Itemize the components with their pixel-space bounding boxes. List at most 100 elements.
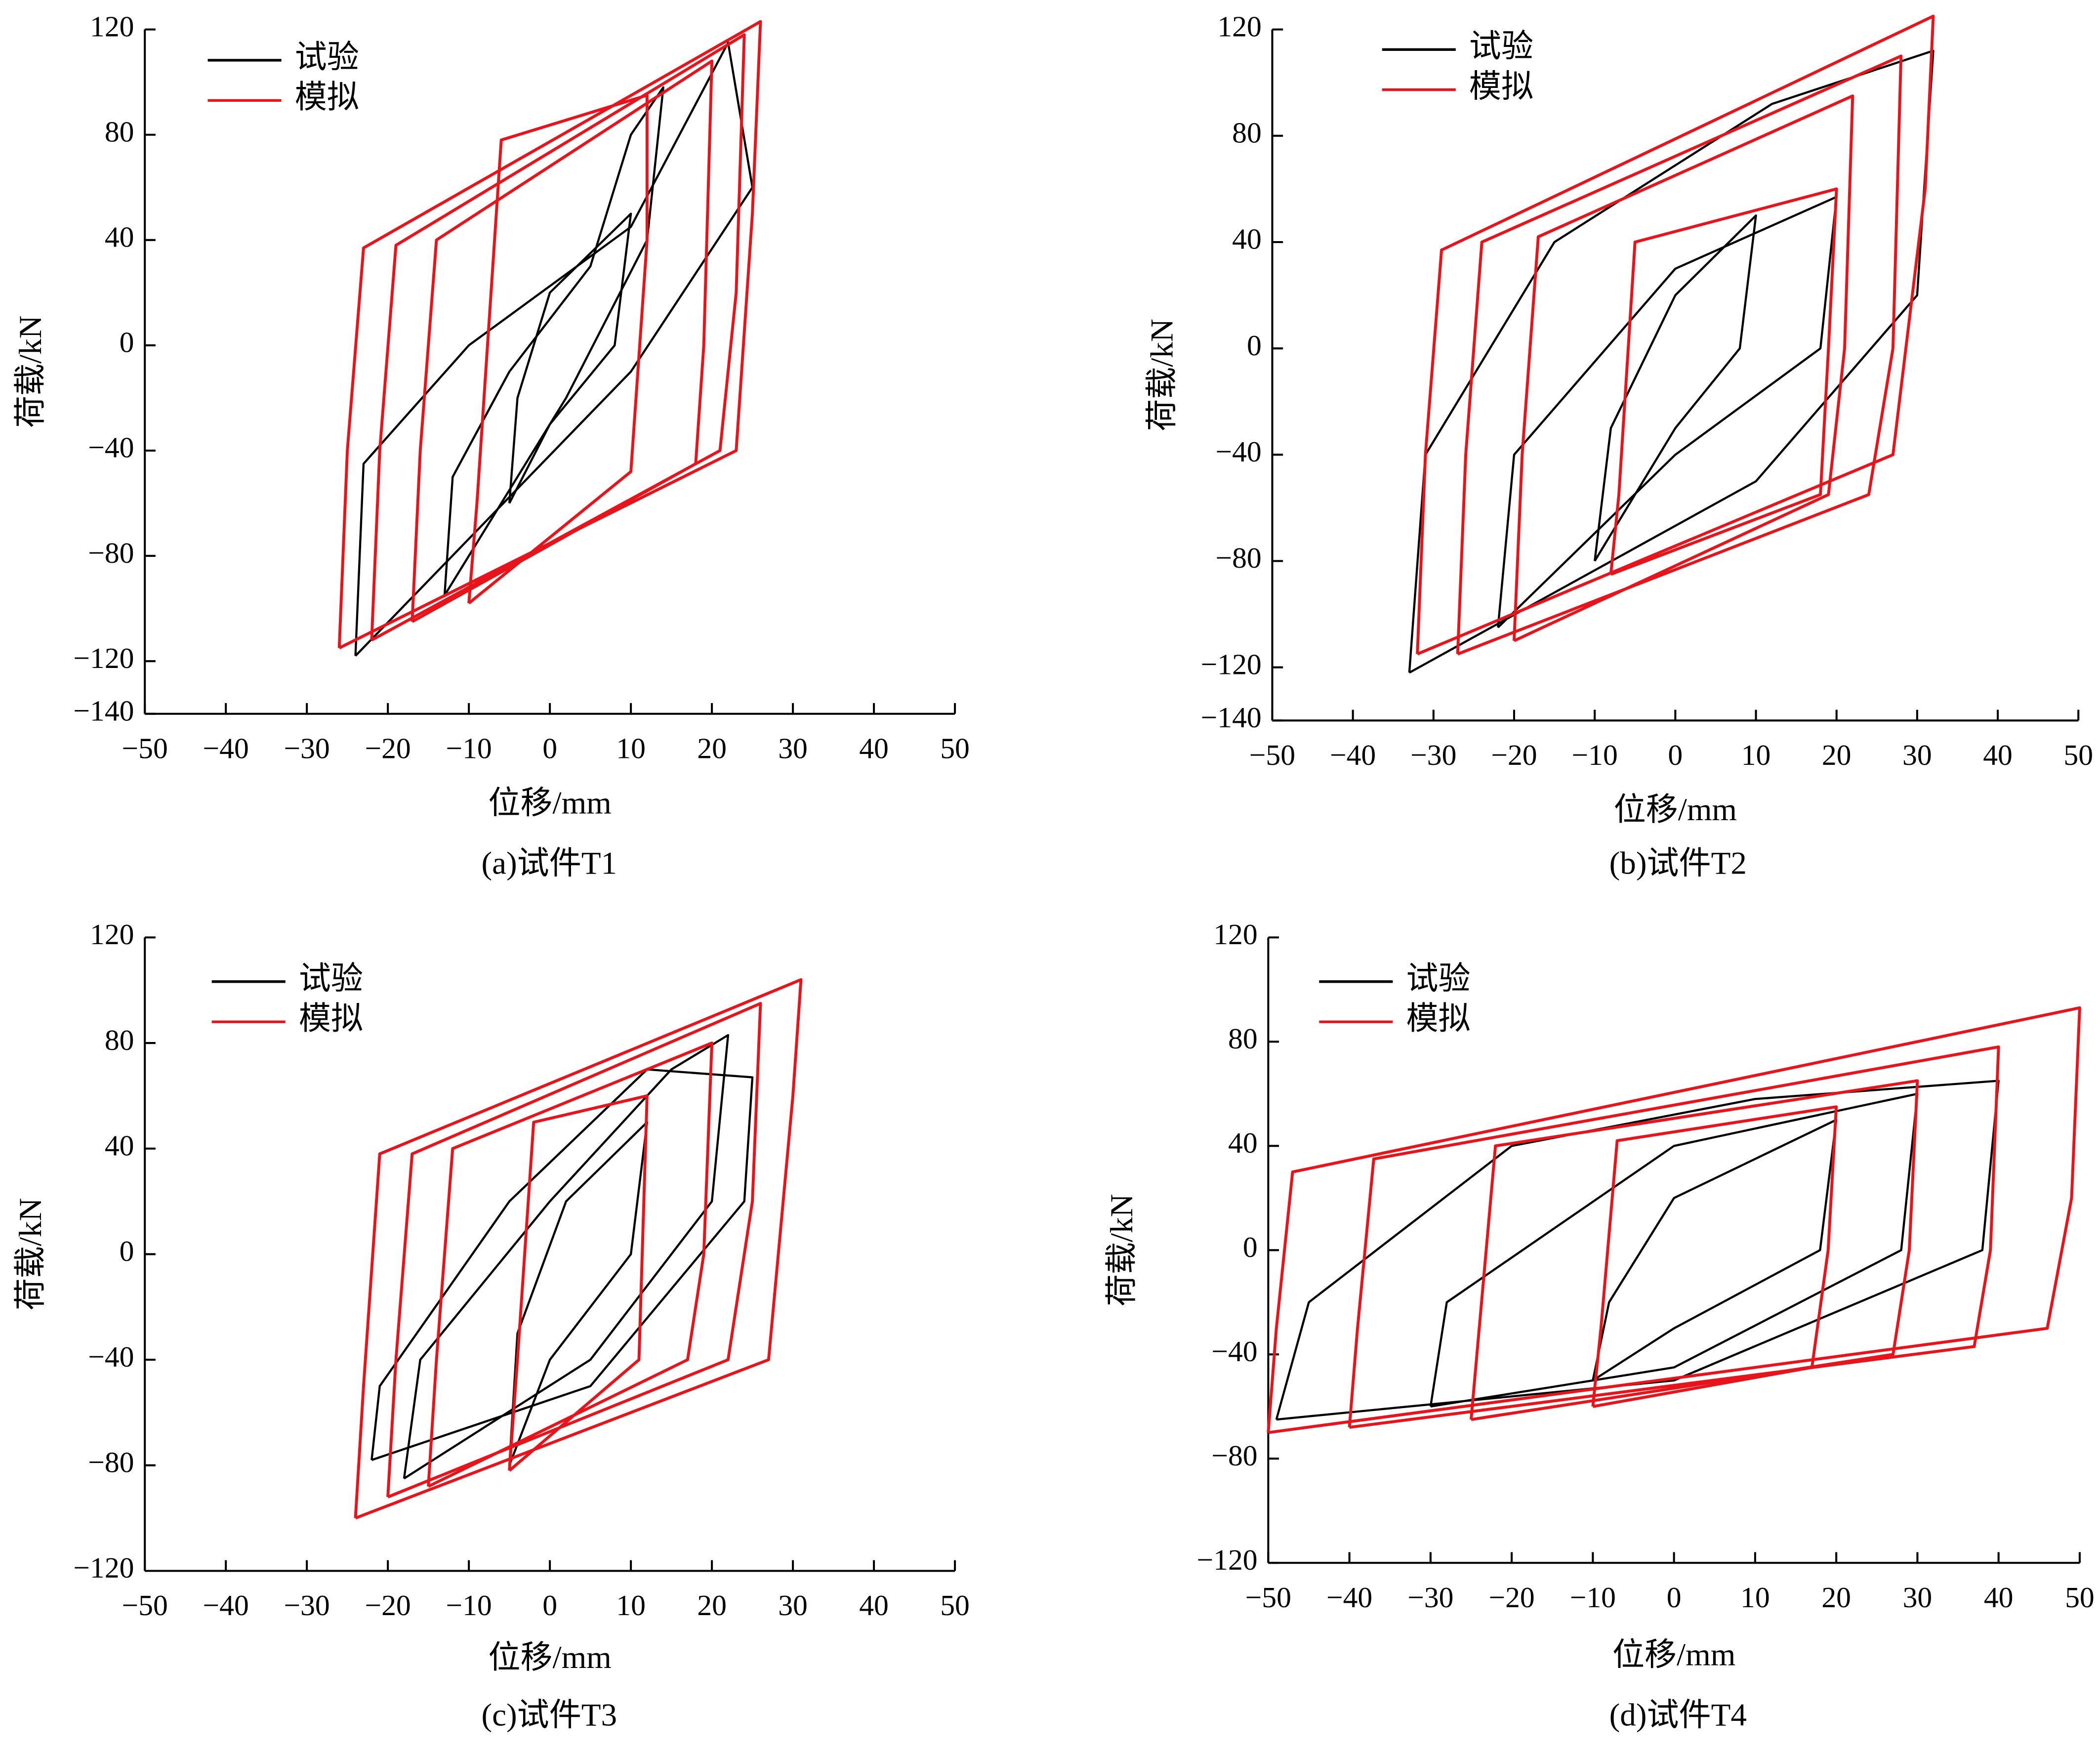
y-tick-label: 40	[105, 221, 134, 253]
y-tick-label: 80	[105, 1024, 134, 1056]
legend-label: 试验	[1469, 29, 1533, 64]
x-tick-label: 40	[1983, 739, 2013, 771]
x-tick-label: −20	[365, 732, 411, 764]
x-tick-label: 30	[1902, 739, 1932, 771]
y-tick-label: −80	[1216, 541, 1262, 574]
x-tick-label: 0	[542, 732, 557, 764]
x-axis-label: 位移/mm	[488, 1640, 611, 1675]
y-tick-label: −40	[1216, 435, 1262, 468]
y-tick-label: −120	[1197, 1543, 1258, 1576]
y-tick-label: −80	[88, 1446, 134, 1478]
x-tick-label: −10	[1570, 1581, 1616, 1614]
x-tick-label: −50	[1249, 739, 1295, 771]
y-axis-label: 荷载/kN	[13, 315, 48, 428]
x-tick-label: −50	[1245, 1581, 1291, 1614]
y-tick-label: −120	[73, 1551, 134, 1584]
y-tick-label: −80	[1211, 1439, 1257, 1472]
series-line	[1408, 49, 1935, 674]
y-tick-label: 80	[105, 115, 134, 148]
x-tick-label: −10	[446, 1589, 492, 1622]
x-tick-label: 30	[1903, 1581, 1933, 1614]
y-tick-label: 0	[1247, 329, 1262, 362]
series-line	[371, 1034, 754, 1480]
legend-label: 试验	[299, 961, 363, 997]
y-tick-label: 40	[1228, 1126, 1258, 1159]
y-axis-label: 荷载/kN	[1104, 1194, 1140, 1306]
x-tick-label: 40	[1984, 1581, 2014, 1614]
y-tick-label: −140	[73, 694, 134, 727]
x-tick-label: 50	[940, 732, 970, 764]
caption: (a)试件T1	[481, 846, 617, 881]
x-tick-label: −40	[203, 1589, 249, 1622]
y-tick-label: 80	[1232, 116, 1262, 149]
x-tick-label: −30	[1407, 1581, 1453, 1614]
x-tick-label: −30	[284, 732, 330, 764]
legend-label: 模拟	[1469, 69, 1533, 105]
x-tick-label: −30	[284, 1589, 330, 1622]
x-tick-label: −20	[1488, 1581, 1534, 1614]
caption: (d)试件T4	[1609, 1698, 1747, 1733]
x-tick-label: 10	[1740, 1581, 1770, 1614]
y-tick-label: 120	[1217, 10, 1261, 42]
series-line	[1416, 14, 1935, 656]
y-tick-label: 0	[120, 326, 134, 359]
x-axis-label: 位移/mm	[1614, 792, 1737, 828]
y-tick-label: −40	[1211, 1335, 1257, 1368]
x-tick-label: 0	[1668, 739, 1683, 771]
x-tick-label: −30	[1410, 739, 1456, 771]
y-axis-label: 荷载/kN	[13, 1198, 48, 1311]
x-tick-label: −20	[1491, 739, 1537, 771]
y-tick-label: 80	[1228, 1022, 1258, 1055]
y-tick-label: −40	[88, 1340, 134, 1373]
y-tick-label: 120	[90, 10, 134, 42]
x-tick-label: −40	[203, 732, 249, 764]
x-tick-label: 0	[542, 1589, 557, 1622]
x-tick-label: 10	[1741, 739, 1771, 771]
series-line	[1267, 1006, 2081, 1434]
y-tick-label: 0	[1243, 1231, 1258, 1263]
legend-label: 模拟	[1406, 1001, 1471, 1037]
x-axis-label: 位移/mm	[1612, 1637, 1735, 1673]
x-tick-label: 30	[778, 732, 808, 764]
x-tick-label: 40	[859, 732, 889, 764]
legend-label: 试验	[295, 40, 359, 75]
x-tick-label: 10	[616, 732, 646, 764]
x-tick-label: 10	[616, 1589, 646, 1622]
x-tick-label: 20	[697, 1589, 727, 1622]
y-tick-label: −120	[73, 642, 134, 674]
x-tick-label: −20	[365, 1589, 411, 1622]
y-tick-label: 120	[1213, 918, 1257, 951]
caption: (b)试件T2	[1609, 846, 1747, 881]
x-tick-label: 30	[778, 1589, 808, 1622]
x-tick-label: −50	[122, 1589, 168, 1622]
y-tick-label: −80	[88, 537, 134, 569]
y-tick-label: 40	[1232, 223, 1262, 255]
y-axis-label: 荷载/kN	[1145, 319, 1180, 431]
x-tick-label: 20	[1822, 739, 1852, 771]
x-tick-label: 50	[2065, 1581, 2095, 1614]
x-tick-label: 50	[2063, 739, 2093, 771]
legend-label: 模拟	[299, 1001, 363, 1037]
y-tick-label: −140	[1201, 701, 1262, 734]
x-tick-label: −40	[1330, 739, 1376, 771]
x-tick-label: 20	[697, 732, 727, 764]
x-tick-label: 20	[1821, 1581, 1851, 1614]
y-tick-label: 120	[90, 918, 134, 951]
x-tick-label: −50	[122, 732, 168, 764]
x-tick-label: −10	[446, 732, 492, 764]
x-tick-label: 50	[940, 1589, 970, 1622]
legend-label: 模拟	[295, 80, 359, 115]
legend-label: 试验	[1406, 961, 1471, 997]
y-tick-label: −120	[1201, 648, 1262, 680]
y-tick-label: −40	[88, 431, 134, 464]
y-tick-label: 0	[120, 1235, 134, 1267]
x-tick-label: −10	[1572, 739, 1618, 771]
caption: (c)试件T3	[481, 1698, 617, 1733]
series-line	[1275, 1080, 2000, 1421]
x-tick-label: −40	[1326, 1581, 1372, 1614]
x-tick-label: 0	[1667, 1581, 1682, 1614]
y-tick-label: 40	[105, 1129, 134, 1162]
x-axis-label: 位移/mm	[488, 786, 611, 821]
